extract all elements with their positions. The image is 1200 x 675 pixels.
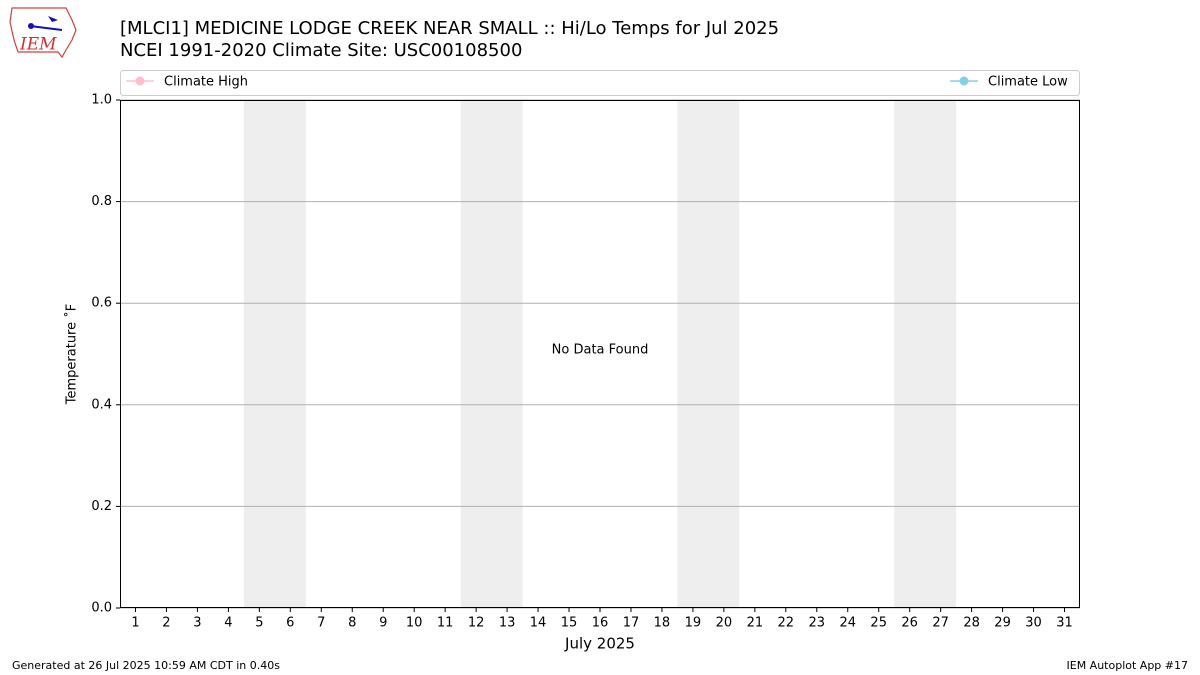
x-tick-label: 18	[654, 616, 671, 631]
x-axis-label: July 2025	[564, 635, 635, 653]
x-tick-label: 23	[809, 616, 826, 631]
logo-text: IEM	[19, 35, 57, 55]
weekend-band	[677, 100, 740, 608]
x-tick-label: 7	[317, 616, 325, 631]
x-tick-label: 5	[255, 616, 263, 631]
x-tick-label: 28	[963, 616, 980, 631]
x-tick-label: 29	[994, 616, 1011, 631]
annotation: No Data Found	[552, 343, 649, 358]
y-tick-label: 0.4	[91, 397, 112, 412]
x-tick-label: 27	[932, 616, 949, 631]
x-tick-label: 20	[716, 616, 733, 631]
x-tick-label: 26	[901, 616, 918, 631]
x-tick-label: 21	[747, 616, 764, 631]
y-tick-label: 0.0	[91, 601, 112, 616]
x-tick-label: 25	[870, 616, 887, 631]
x-tick-label: 1	[131, 616, 139, 631]
y-tick-label: 1.0	[91, 93, 112, 108]
weekend-band	[460, 100, 523, 608]
legend-label: Climate Low	[988, 75, 1068, 90]
x-tick-label: 11	[437, 616, 454, 631]
x-tick-label: 14	[530, 616, 547, 631]
legend-swatch-marker	[959, 76, 969, 86]
x-tick-label: 12	[468, 616, 485, 631]
legend-box	[120, 70, 1080, 96]
x-tick-label: 10	[406, 616, 423, 631]
x-tick-label: 22	[778, 616, 795, 631]
chart-subtitle: NCEI 1991-2020 Climate Site: USC00108500	[120, 40, 522, 61]
legend-swatch-marker	[135, 76, 145, 86]
x-tick-label: 13	[499, 616, 516, 631]
x-tick-label: 16	[592, 616, 609, 631]
plot-frame	[120, 100, 1080, 608]
logo-dot	[28, 23, 34, 29]
x-tick-label: 24	[839, 616, 856, 631]
footer-right: IEM Autoplot App #17	[1067, 659, 1189, 672]
y-tick-label: 0.8	[91, 194, 112, 209]
x-tick-label: 30	[1025, 616, 1042, 631]
weekend-band	[243, 100, 306, 608]
x-tick-label: 4	[224, 616, 232, 631]
x-tick-label: 9	[379, 616, 387, 631]
logo-outline	[9, 7, 77, 59]
x-tick-label: 8	[348, 616, 356, 631]
logo: IEM	[9, 7, 77, 59]
x-tick-label: 17	[623, 616, 640, 631]
footer-left: Generated at 26 Jul 2025 10:59 AM CDT in…	[12, 659, 280, 672]
logo-flag	[48, 16, 58, 22]
x-tick-label: 3	[193, 616, 201, 631]
x-tick-label: 31	[1056, 616, 1073, 631]
chart-title: [MLCI1] MEDICINE LODGE CREEK NEAR SMALL …	[120, 18, 779, 39]
y-tick-label: 0.2	[91, 499, 112, 514]
legend-label: Climate High	[164, 75, 248, 90]
y-axis-label: Temperature ˚F	[64, 304, 80, 405]
y-tick-label: 0.6	[91, 296, 112, 311]
x-tick-label: 15	[561, 616, 578, 631]
x-tick-label: 19	[685, 616, 702, 631]
weekend-band	[894, 100, 957, 608]
logo-line	[29, 25, 63, 31]
plot-area: 0.00.20.40.60.81.01 2 3 4 5 6 7 8 9 10 11 12 13 14 15 1…	[64, 75, 1080, 653]
x-tick-label: 6	[286, 616, 294, 631]
x-tick-label: 2	[162, 616, 170, 631]
